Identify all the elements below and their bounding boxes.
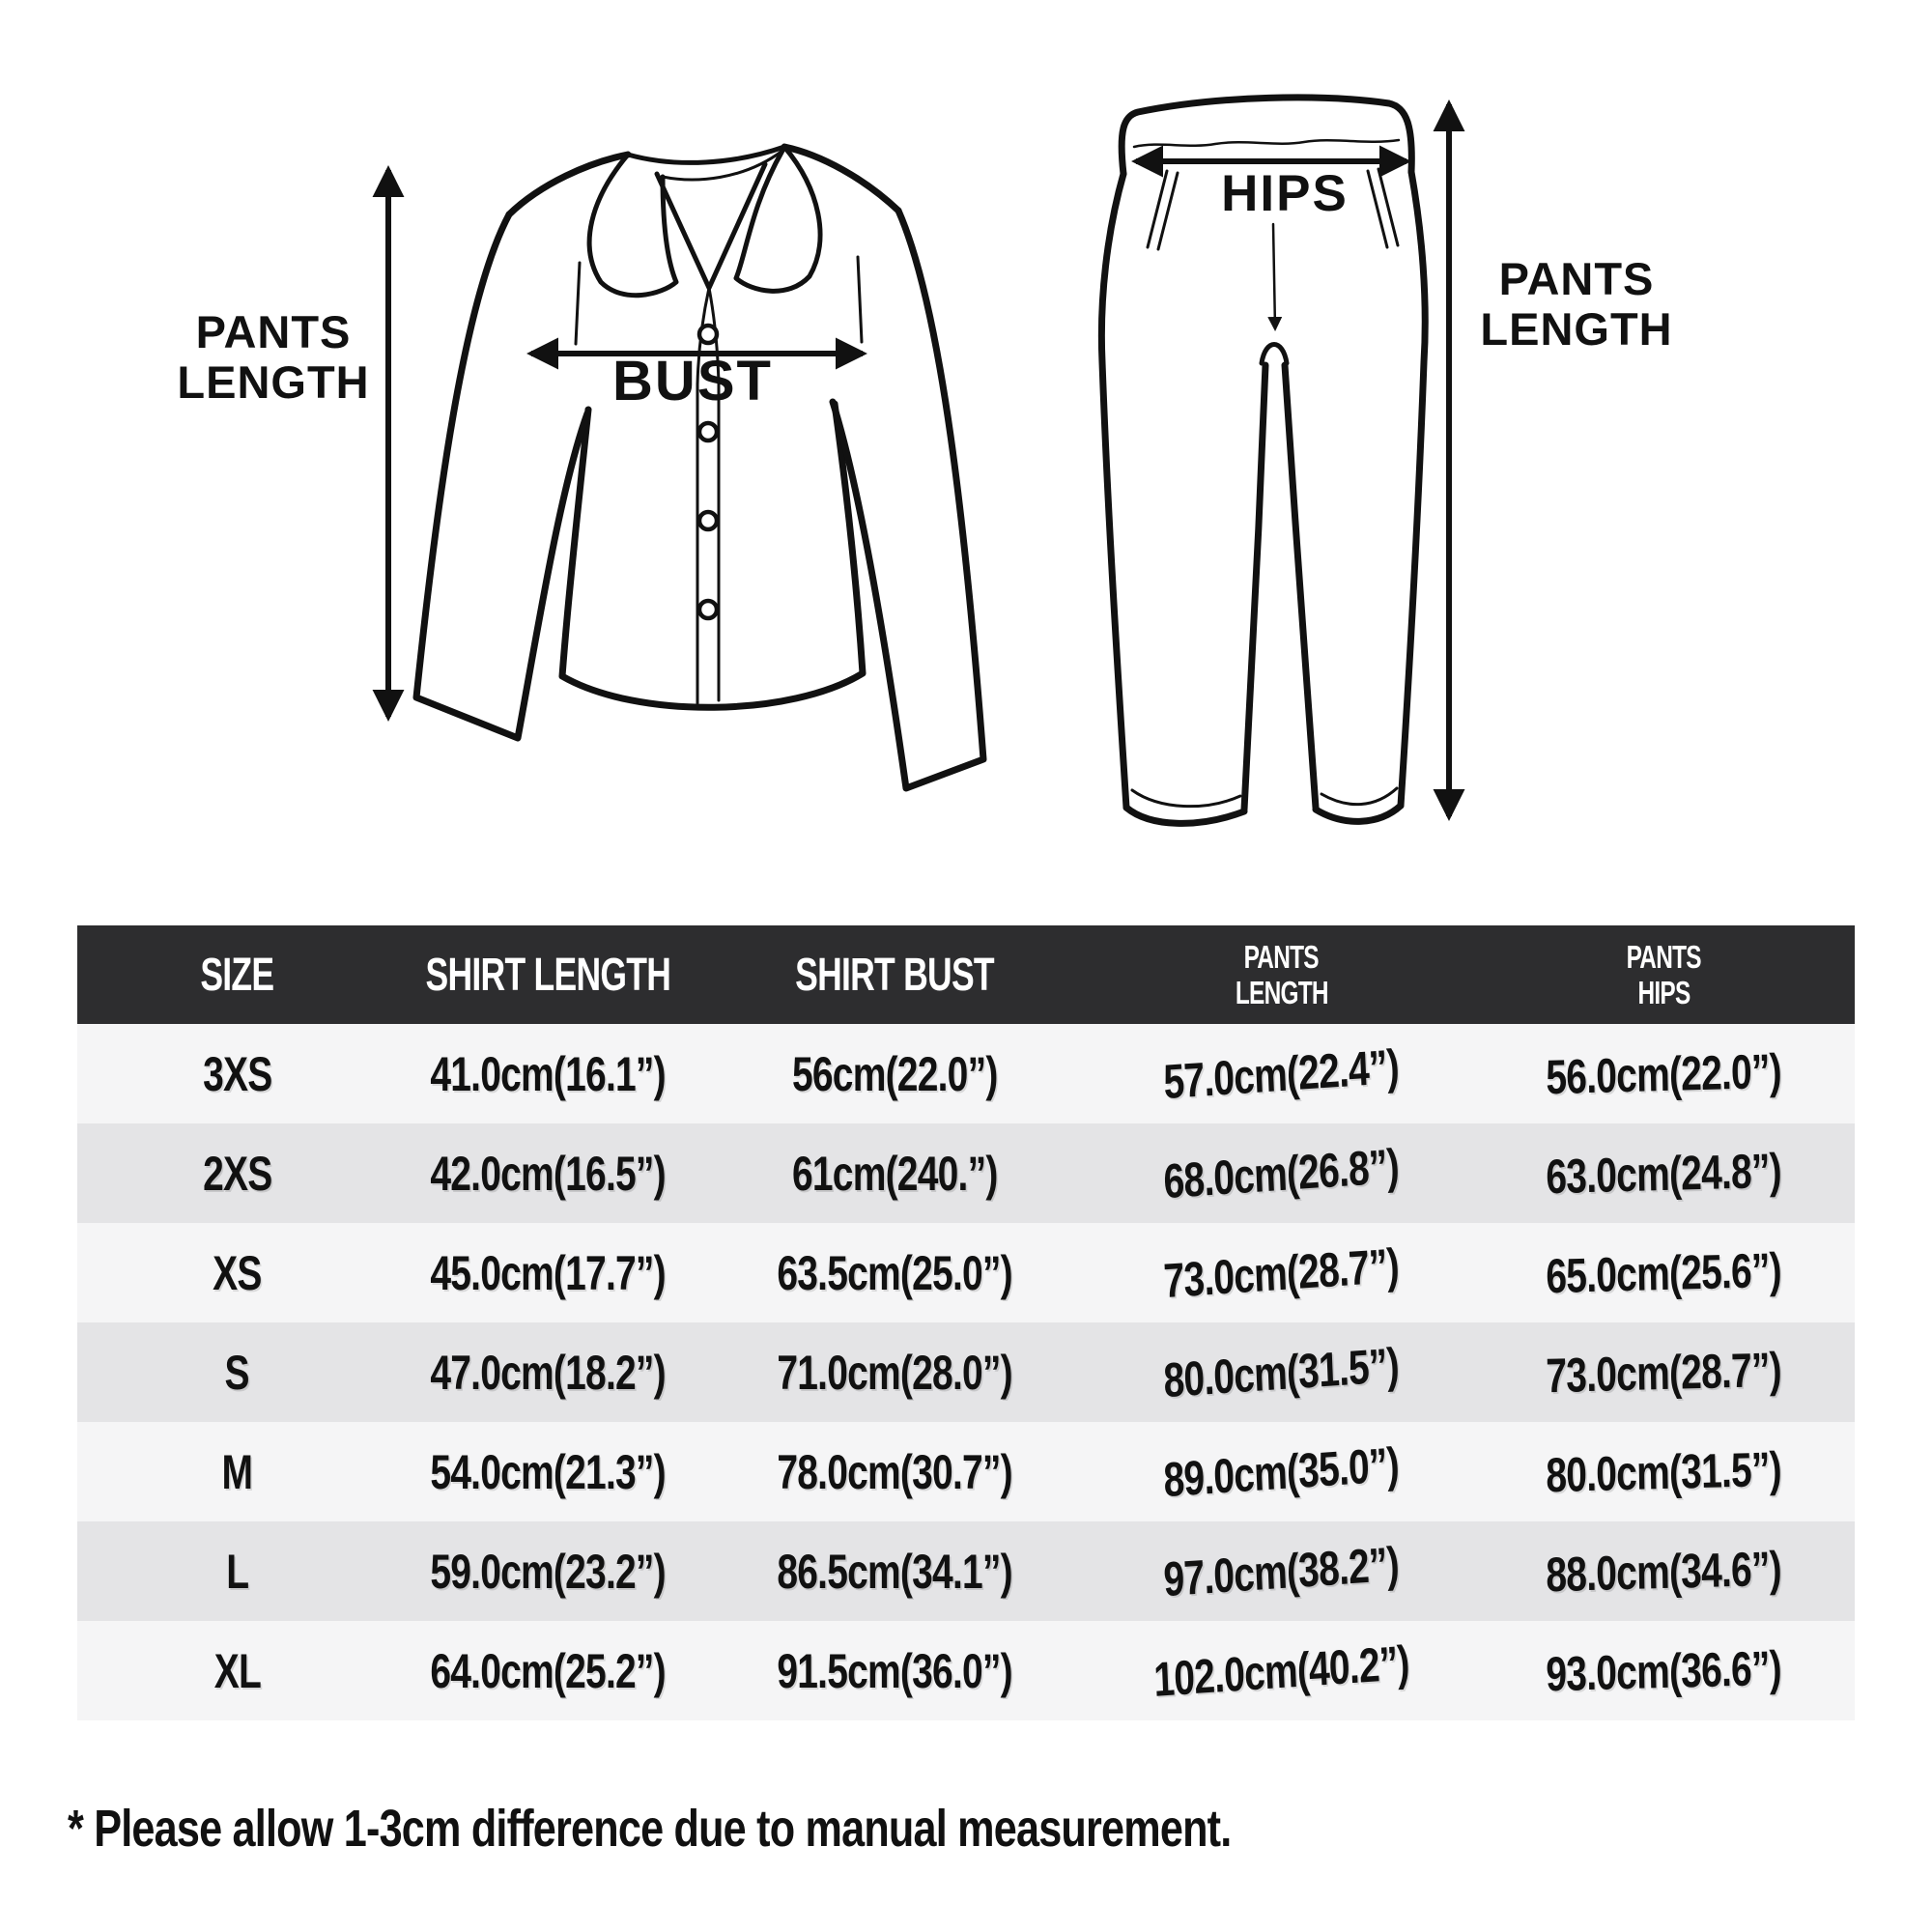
- cell-size: XS: [213, 1245, 262, 1300]
- table-row: S 47.0cm(18.2”) 71.0cm(28.0”) 80.0cm(31.5”)…: [77, 1322, 1855, 1422]
- cell-pants-hips: 63.0cm(24.8”): [1545, 1143, 1782, 1204]
- cell-shirt-length: 54.0cm(21.3”): [430, 1444, 667, 1499]
- table-body: 3XS 41.0cm(16.1”) 56cm(22.0”) 57.0cm(22.4”)…: [77, 1024, 1855, 1720]
- shirt-drawing: BUST: [412, 143, 987, 792]
- measurement-diagram: PANTS LENGTH: [177, 94, 1672, 827]
- cell-pants-length: 80.0cm(31.5”): [1162, 1337, 1401, 1407]
- cell-shirt-bust: 61cm(240.”): [792, 1146, 998, 1201]
- left-label-line1: PANTS: [196, 306, 352, 357]
- cell-pants-length: 73.0cm(28.7”): [1162, 1237, 1401, 1308]
- table-row: 3XS 41.0cm(16.1”) 56cm(22.0”) 57.0cm(22.4”)…: [77, 1024, 1855, 1123]
- table-row: 2XS 42.0cm(16.5”) 61cm(240.”) 68.0cm(26.8”)…: [77, 1123, 1855, 1223]
- cell-pants-hips: 56.0cm(22.0”): [1545, 1043, 1782, 1104]
- cell-pants-length: 68.0cm(26.8”): [1162, 1138, 1401, 1208]
- bust-label: BUST: [612, 350, 773, 412]
- table-row: M 54.0cm(21.3”) 78.0cm(30.7”) 89.0cm(35.0”)…: [77, 1422, 1855, 1521]
- shirt-placket: [696, 383, 721, 705]
- cell-size: S: [224, 1345, 250, 1400]
- cell-size: 2XS: [202, 1146, 272, 1201]
- header-cell-shirt-bust: SHIRT BUST: [795, 949, 995, 1001]
- cell-pants-hips: 73.0cm(28.7”): [1545, 1342, 1782, 1403]
- cell-pants-hips: 65.0cm(25.6”): [1545, 1242, 1782, 1303]
- cell-pants-hips: 93.0cm(36.6”): [1545, 1640, 1782, 1701]
- cell-shirt-length: 64.0cm(25.2”): [430, 1643, 667, 1698]
- left-pants-length-label: PANTS LENGTH: [177, 306, 369, 408]
- cell-size: L: [226, 1544, 249, 1599]
- cell-pants-hips: 80.0cm(31.5”): [1545, 1441, 1782, 1502]
- measurement-note: * Please allow 1-3cm difference due to m…: [68, 1799, 1522, 1859]
- cell-size: XL: [213, 1643, 261, 1698]
- cell-shirt-length: 45.0cm(17.7”): [430, 1245, 667, 1300]
- cell-shirt-length: 42.0cm(16.5”): [430, 1146, 667, 1201]
- table-row: XS 45.0cm(17.7”) 63.5cm(25.0”) 73.0cm(28.7”…: [77, 1223, 1855, 1322]
- cell-shirt-length: 41.0cm(16.1”): [430, 1046, 667, 1101]
- right-label-line2: LENGTH: [1480, 303, 1672, 355]
- header-cell-pants-length: PANTS LENGTH: [1235, 939, 1329, 1010]
- pants-drawing: HIPS: [1097, 94, 1429, 827]
- cell-shirt-bust: 78.0cm(30.7”): [777, 1444, 1013, 1499]
- right-label-line1: PANTS: [1499, 253, 1655, 304]
- cell-pants-length: 102.0cm(40.2”): [1152, 1634, 1410, 1707]
- cell-pants-length: 89.0cm(35.0”): [1162, 1436, 1401, 1507]
- cell-pants-hips: 88.0cm(34.6”): [1545, 1541, 1782, 1602]
- cell-shirt-bust: 86.5cm(34.1”): [777, 1544, 1013, 1599]
- cell-shirt-length: 59.0cm(23.2”): [430, 1544, 667, 1599]
- hips-label: HIPS: [1221, 165, 1349, 222]
- cell-size: 3XS: [202, 1046, 272, 1101]
- header-cell-size: SIZE: [200, 949, 275, 1001]
- cell-pants-length: 57.0cm(22.4”): [1162, 1038, 1401, 1109]
- cell-shirt-bust: 71.0cm(28.0”): [777, 1345, 1013, 1400]
- cell-shirt-bust: 91.5cm(36.0”): [777, 1643, 1013, 1698]
- left-label-line2: LENGTH: [177, 356, 369, 408]
- header-cell-pants-hips: PANTS HIPS: [1626, 939, 1702, 1010]
- measurement-note-text: * Please allow 1-3cm difference due to m…: [68, 1800, 1232, 1858]
- cell-shirt-bust: 56cm(22.0”): [792, 1046, 998, 1101]
- header-cell-shirt-length: SHIRT LENGTH: [425, 949, 671, 1001]
- cell-pants-length: 97.0cm(38.2”): [1162, 1536, 1401, 1606]
- cell-shirt-bust: 63.5cm(25.0”): [777, 1245, 1013, 1300]
- pants-pockets: [1146, 167, 1400, 251]
- right-pants-length-label: PANTS LENGTH: [1480, 253, 1672, 355]
- table-header: SIZE SHIRT LENGTH SHIRT BUST PANTS LENGTH PAN…: [77, 925, 1855, 1024]
- table-row: XL 64.0cm(25.2”) 91.5cm(36.0”) 102.0cm(40.2…: [77, 1621, 1855, 1720]
- size-table: SIZE SHIRT LENGTH SHIRT BUST PANTS LENGTH PAN…: [77, 925, 1855, 1720]
- table-row: L 59.0cm(23.2”) 86.5cm(34.1”) 97.0cm(38.2”)…: [77, 1521, 1855, 1621]
- cell-shirt-length: 47.0cm(18.2”): [430, 1345, 667, 1400]
- cell-size: M: [221, 1444, 253, 1499]
